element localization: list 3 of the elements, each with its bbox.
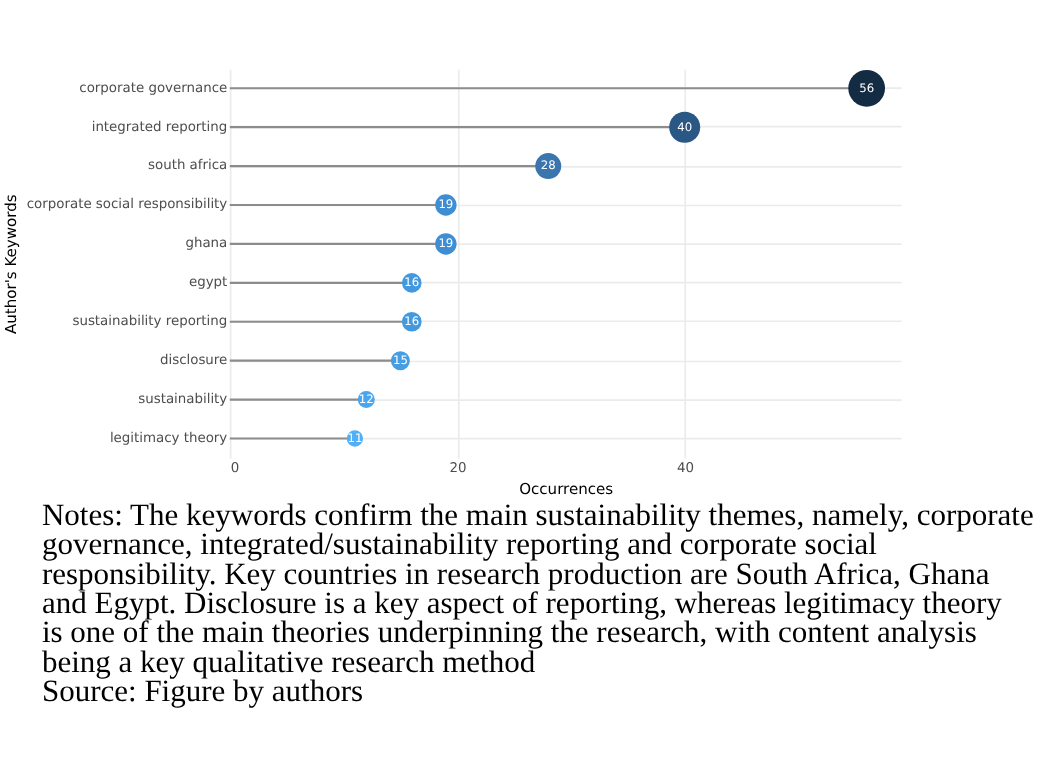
x-axis-title: Occurrences bbox=[519, 480, 614, 499]
text: Notes: The keywords confirm the main sustainability themes, namely, corporate governance, integrated/sustainability reporting and corporate social responsibility. Key countries in research production are South Africa, Ghana and Egypt. Disclosure is a key aspect of reporting, whereas legitimacy theory is one of the main theories underpinning the research, with content analysis being a key qualitative research method bbox=[41, 499, 1034, 680]
y-axis-title: Author's Keywords bbox=[2, 194, 21, 335]
